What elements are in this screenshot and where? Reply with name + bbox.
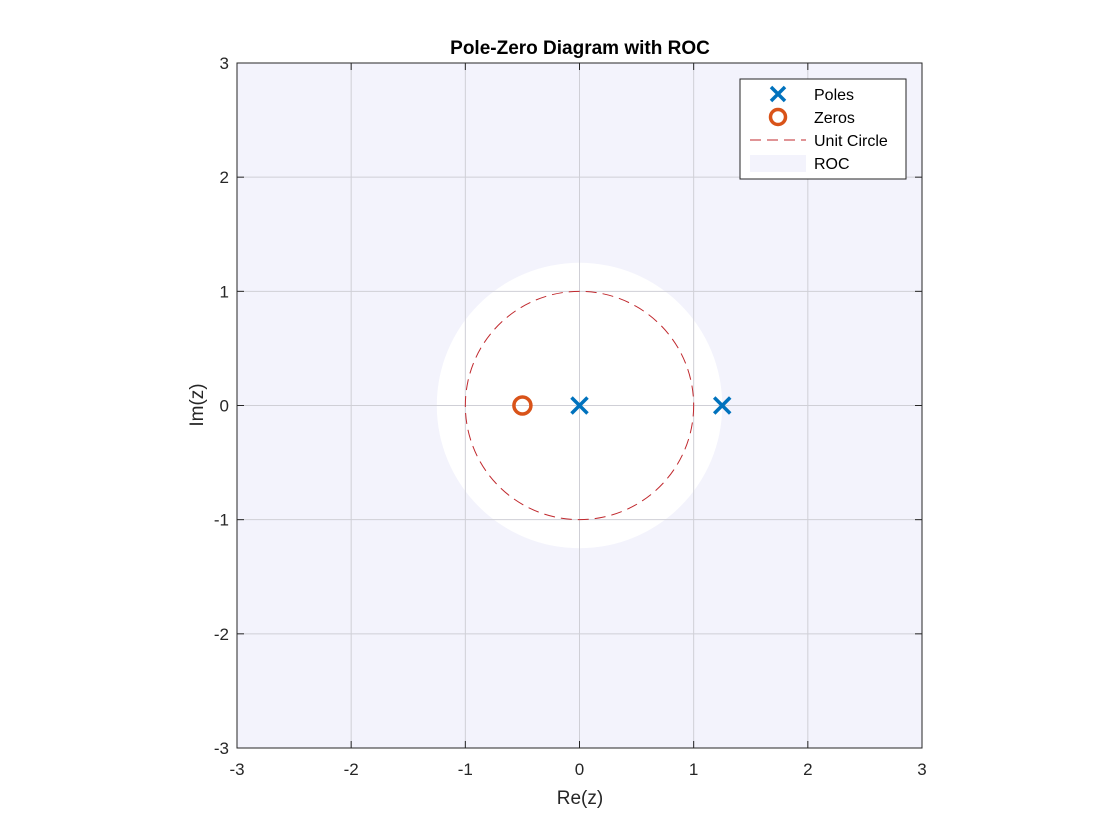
y-tick-label: -3	[214, 739, 229, 758]
x-axis-label: Re(z)	[557, 788, 603, 809]
roc-region	[237, 63, 922, 748]
pole-marker	[570, 396, 589, 415]
legend-roc-label: ROC	[814, 156, 850, 173]
unit-circle	[464, 290, 695, 521]
x-tick-label: -3	[229, 760, 244, 779]
axis-ticks: -3 -2 -1 0 1 2 3 -3 -2 -1 0 1 2 3	[214, 54, 927, 779]
data-layer	[464, 290, 732, 521]
x-tick-label: -1	[458, 760, 473, 779]
x-tick-label: 0	[575, 760, 584, 779]
x-tick-label: 2	[803, 760, 812, 779]
legend-poles-label: Poles	[814, 87, 854, 104]
y-tick-label: -1	[214, 511, 229, 530]
legend-unit-circle-label: Unit Circle	[814, 133, 888, 150]
x-tick-label: 3	[917, 760, 926, 779]
legend-entry-unit-circle: Unit Circle	[750, 133, 888, 150]
legend-zeros-marker	[768, 107, 788, 127]
x-tick-label: -2	[344, 760, 359, 779]
y-tick-label: -2	[214, 625, 229, 644]
legend: Poles Zeros Unit Circle ROC	[739, 78, 907, 180]
legend-roc-swatch	[750, 155, 806, 172]
x-tick-label: 1	[689, 760, 698, 779]
y-tick-label: 3	[220, 54, 229, 73]
legend-zeros-label: Zeros	[814, 110, 855, 127]
y-tick-label: 0	[220, 397, 229, 416]
chart-title: Pole-Zero Diagram with ROC	[450, 38, 710, 59]
legend-entry-zeros: Zeros	[768, 107, 855, 127]
y-tick-label: 2	[220, 168, 229, 187]
legend-poles-marker	[769, 85, 787, 103]
y-tick-label: 1	[220, 282, 229, 301]
pole-marker	[712, 396, 732, 415]
y-axis-label: Im(z)	[187, 383, 208, 426]
legend-entry-roc: ROC	[750, 155, 850, 173]
legend-entry-poles: Poles	[769, 85, 854, 104]
zero-marker	[512, 395, 533, 416]
